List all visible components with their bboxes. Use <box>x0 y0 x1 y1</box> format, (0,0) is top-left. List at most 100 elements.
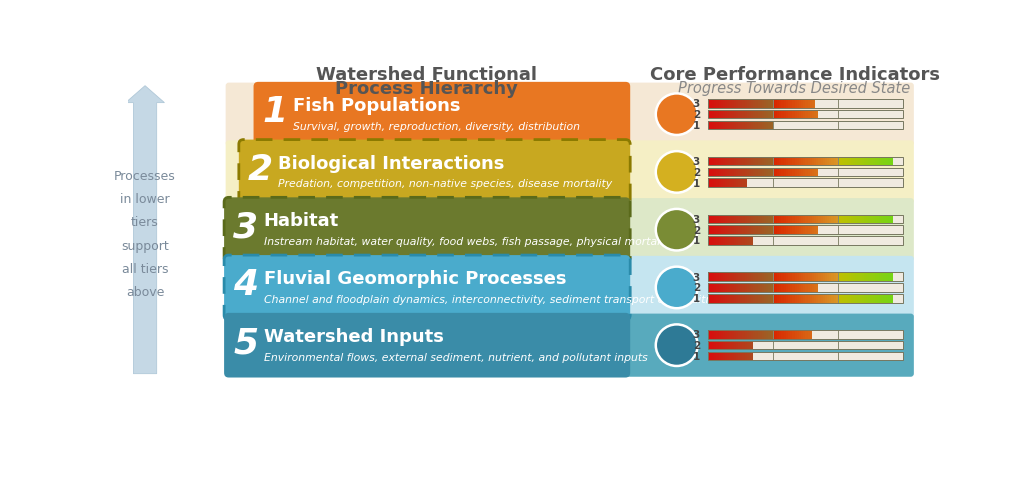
Bar <box>708 168 710 177</box>
Bar <box>742 352 744 361</box>
Bar <box>797 284 799 292</box>
Bar <box>725 273 727 281</box>
Bar <box>734 168 736 177</box>
Bar <box>820 215 822 224</box>
Bar <box>760 215 762 224</box>
Bar <box>708 331 710 339</box>
Bar <box>746 341 749 350</box>
Text: 2: 2 <box>692 340 700 350</box>
Bar <box>864 294 866 303</box>
Bar <box>788 215 791 224</box>
Bar <box>754 215 756 224</box>
Bar <box>714 331 717 339</box>
Bar <box>738 100 740 108</box>
Bar <box>708 179 710 188</box>
Bar <box>768 121 771 130</box>
Bar <box>727 341 729 350</box>
Bar <box>723 352 725 361</box>
Bar <box>820 294 822 303</box>
Bar <box>710 331 712 339</box>
Bar <box>729 215 731 224</box>
Bar <box>751 157 754 166</box>
Bar <box>882 215 884 224</box>
Bar <box>808 331 810 339</box>
Bar <box>872 273 874 281</box>
Bar <box>803 215 805 224</box>
Bar <box>712 284 714 292</box>
Bar <box>760 157 762 166</box>
Bar <box>781 284 783 292</box>
Bar <box>719 168 721 177</box>
Bar <box>845 215 847 224</box>
Bar <box>855 294 857 303</box>
Bar <box>736 215 738 224</box>
Bar <box>868 273 870 281</box>
Bar <box>719 294 721 303</box>
Bar <box>831 157 834 166</box>
Bar <box>727 111 729 119</box>
Bar <box>768 100 771 108</box>
Bar <box>866 294 868 303</box>
FancyBboxPatch shape <box>254 83 630 147</box>
Bar <box>842 294 845 303</box>
Bar <box>847 273 849 281</box>
Bar <box>710 352 712 361</box>
Bar <box>742 100 744 108</box>
Bar <box>723 111 725 119</box>
Bar <box>738 226 740 235</box>
Bar <box>880 273 882 281</box>
Bar <box>838 215 840 224</box>
Bar <box>808 157 810 166</box>
Bar <box>719 215 721 224</box>
Bar <box>762 121 764 130</box>
Bar <box>866 157 868 166</box>
Bar <box>725 341 727 350</box>
Bar <box>710 111 712 119</box>
Bar <box>847 157 849 166</box>
Bar <box>751 215 754 224</box>
Text: 1: 1 <box>692 294 700 303</box>
Text: 2: 2 <box>692 283 700 293</box>
Text: Predation, competition, non-native species, disease mortality: Predation, competition, non-native speci… <box>279 179 612 189</box>
Bar <box>803 100 805 108</box>
Bar <box>712 273 714 281</box>
Bar <box>874 157 877 166</box>
Bar <box>791 111 793 119</box>
Bar <box>717 157 719 166</box>
Bar <box>751 100 754 108</box>
Bar <box>771 100 773 108</box>
Bar <box>868 294 870 303</box>
Bar <box>773 111 775 119</box>
Bar <box>764 273 766 281</box>
Bar <box>859 215 862 224</box>
Bar <box>756 273 758 281</box>
Bar <box>773 273 775 281</box>
Bar <box>803 157 805 166</box>
Bar <box>868 215 870 224</box>
Bar <box>740 284 742 292</box>
Bar <box>719 341 721 350</box>
Bar <box>723 100 725 108</box>
Bar <box>708 226 903 235</box>
Bar <box>744 215 746 224</box>
Bar <box>714 284 717 292</box>
Bar <box>754 168 756 177</box>
Bar <box>731 273 734 281</box>
Bar <box>788 168 791 177</box>
Bar <box>808 294 810 303</box>
Bar <box>768 226 771 235</box>
Bar <box>836 215 838 224</box>
Bar <box>825 157 827 166</box>
Bar <box>729 294 731 303</box>
Bar <box>710 273 712 281</box>
Bar <box>884 157 886 166</box>
Bar <box>725 294 727 303</box>
Bar <box>781 100 783 108</box>
Bar <box>814 157 816 166</box>
Bar <box>731 341 734 350</box>
Bar <box>714 237 717 245</box>
Bar <box>708 179 903 188</box>
Bar <box>708 157 710 166</box>
Bar <box>814 100 815 108</box>
Bar <box>731 168 734 177</box>
